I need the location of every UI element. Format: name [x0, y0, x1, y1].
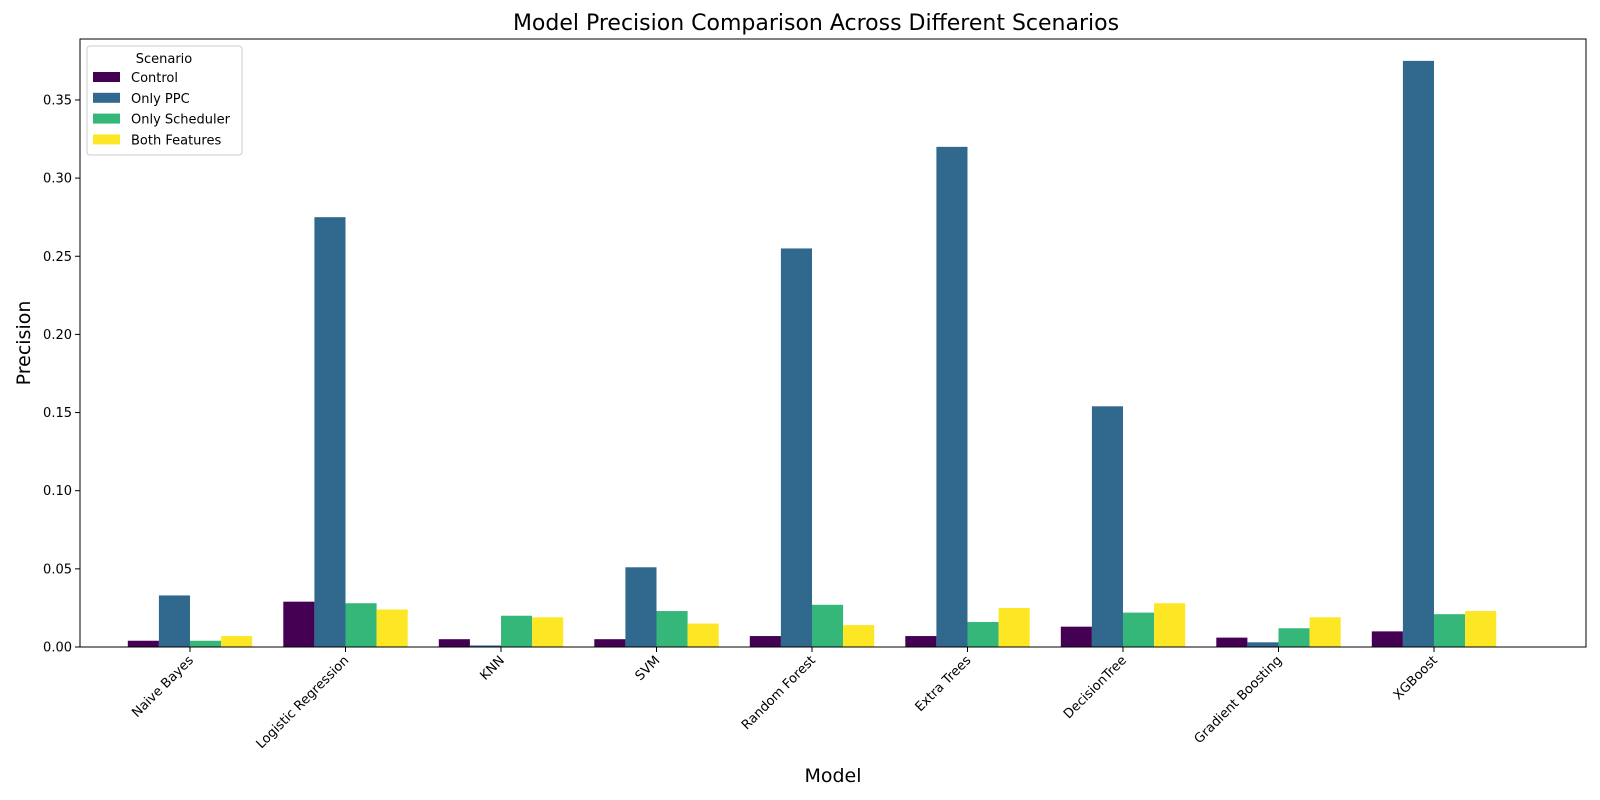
x-axis-title: Model — [804, 765, 861, 787]
bar-both-features-svm — [687, 623, 719, 647]
bar-control-logistic-regression — [283, 601, 315, 647]
y-tick-label: 0.20 — [43, 328, 72, 343]
x-tick-label: Gradient Boosting — [1192, 653, 1286, 747]
legend: Scenario Control Only PPC Only Scheduler Bo… — [86, 45, 243, 156]
bar-control-decisiontree — [1060, 626, 1092, 647]
bar-only-ppc-decisiontree — [1091, 406, 1123, 647]
plot-frame — [79, 38, 1587, 648]
y-axis-ticks: 0.00 0.05 0.10 0.15 0.20 0.25 0.30 0.35 — [43, 93, 80, 656]
legend-label: Control — [131, 71, 178, 86]
bar-only-scheduler-xgboost — [1434, 614, 1466, 647]
bar-only-ppc-knn — [469, 645, 501, 647]
bar-only-ppc-random-forest — [780, 248, 812, 647]
bar-only-scheduler-gradient-boosting — [1278, 628, 1310, 647]
bar-both-features-logistic-regression — [376, 609, 408, 647]
bar-only-scheduler-naive-bayes — [190, 640, 222, 647]
bar-control-gradient-boosting — [1216, 637, 1248, 647]
x-tick-label: Logistic Regression — [254, 653, 353, 752]
x-tick-label: Random Forest — [739, 653, 819, 733]
bar-only-scheduler-knn — [501, 615, 533, 647]
y-tick-label: 0.30 — [43, 172, 72, 187]
legend-swatch — [93, 134, 120, 145]
legend-title: Scenario — [136, 52, 193, 67]
y-tick-label: 0.25 — [43, 250, 72, 265]
bar-only-scheduler-svm — [656, 611, 688, 647]
bar-control-knn — [438, 639, 470, 647]
legend-items: Control Only PPC Only Scheduler Both Featur… — [93, 71, 231, 148]
bar-control-random-forest — [749, 636, 781, 647]
legend-frame — [86, 45, 243, 156]
x-tick-label: Extra Trees — [913, 653, 975, 715]
y-tick-label: 0.00 — [43, 641, 72, 656]
y-tick-label: 0.35 — [43, 93, 72, 108]
legend-swatch — [93, 92, 120, 103]
y-axis-title: Precision — [13, 301, 35, 386]
bar-only-ppc-extra-trees — [936, 146, 968, 647]
chart-title: Model Precision Comparison Across Differ… — [513, 11, 1119, 36]
bar-control-xgboost — [1371, 631, 1403, 647]
x-tick-label: SVM — [633, 653, 664, 684]
x-tick-label: DecisionTree — [1061, 653, 1130, 722]
bar-only-scheduler-extra-trees — [967, 621, 999, 647]
legend-swatch — [93, 72, 120, 82]
legend-label: Both Features — [131, 133, 221, 148]
bar-only-ppc-naive-bayes — [158, 595, 190, 647]
bar-only-ppc-xgboost — [1402, 60, 1434, 647]
bar-control-extra-trees — [905, 636, 937, 647]
bar-both-features-gradient-boosting — [1309, 617, 1341, 647]
bar-both-features-decisiontree — [1154, 603, 1186, 647]
bar-both-features-naive-bayes — [221, 636, 253, 647]
bar-only-ppc-logistic-regression — [314, 217, 346, 647]
bar-only-scheduler-decisiontree — [1123, 612, 1155, 647]
y-tick-label: 0.05 — [43, 562, 72, 577]
bar-control-svm — [594, 639, 626, 647]
x-tick-label: Naive Bayes — [129, 653, 197, 721]
y-tick-label: 0.15 — [43, 406, 72, 421]
bar-both-features-extra-trees — [998, 607, 1030, 647]
bar-both-features-xgboost — [1465, 611, 1497, 647]
bar-both-features-knn — [532, 617, 564, 647]
bar-both-features-random-forest — [843, 625, 875, 647]
bars-group — [127, 60, 1497, 647]
bar-only-scheduler-random-forest — [812, 604, 844, 647]
bar-only-ppc-gradient-boosting — [1247, 642, 1279, 647]
x-tick-label: XGBoost — [1391, 653, 1441, 703]
bar-only-scheduler-logistic-regression — [345, 603, 377, 647]
bar-control-naive-bayes — [127, 640, 159, 647]
x-axis-ticks: Naive Bayes Logistic Regression KNN SVM Rand… — [129, 647, 1441, 752]
bar-only-ppc-svm — [625, 567, 657, 647]
y-tick-label: 0.10 — [43, 484, 72, 499]
legend-label: Only Scheduler — [131, 113, 231, 128]
x-tick-label: KNN — [477, 653, 507, 683]
legend-label: Only PPC — [131, 92, 190, 107]
legend-swatch — [93, 113, 120, 124]
